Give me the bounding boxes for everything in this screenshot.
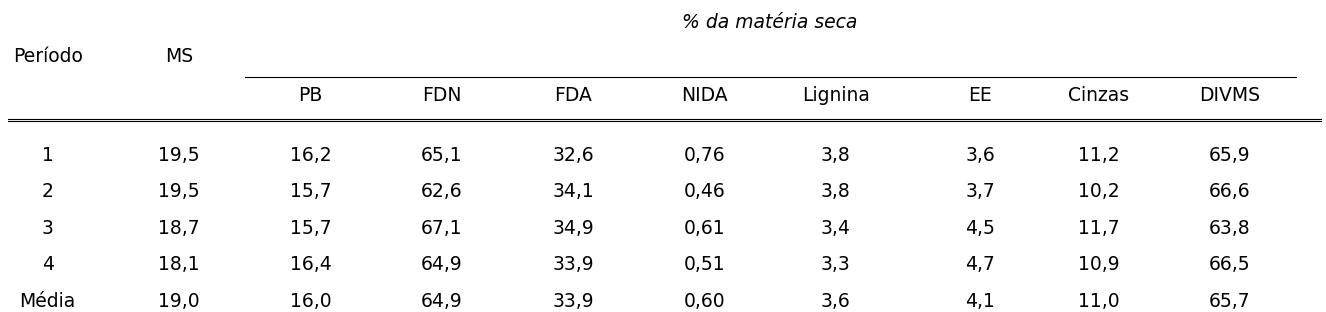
Text: 2: 2 bbox=[41, 182, 53, 201]
Text: 65,7: 65,7 bbox=[1209, 292, 1250, 311]
Text: 4: 4 bbox=[41, 255, 53, 274]
Text: 16,4: 16,4 bbox=[289, 255, 332, 274]
Text: 15,7: 15,7 bbox=[289, 182, 332, 201]
Text: 18,1: 18,1 bbox=[158, 255, 200, 274]
Text: 3,7: 3,7 bbox=[965, 182, 996, 201]
Text: 63,8: 63,8 bbox=[1209, 219, 1250, 238]
Text: Média: Média bbox=[20, 292, 76, 311]
Text: 11,0: 11,0 bbox=[1078, 292, 1119, 311]
Text: Lignina: Lignina bbox=[802, 86, 870, 105]
Text: 16,0: 16,0 bbox=[289, 292, 332, 311]
Text: 3,8: 3,8 bbox=[821, 146, 851, 165]
Text: 11,7: 11,7 bbox=[1078, 219, 1119, 238]
Text: FDN: FDN bbox=[422, 86, 461, 105]
Text: 66,5: 66,5 bbox=[1209, 255, 1250, 274]
Text: NIDA: NIDA bbox=[682, 86, 728, 105]
Text: 4,5: 4,5 bbox=[965, 219, 996, 238]
Text: 3,6: 3,6 bbox=[821, 292, 851, 311]
Text: % da matéria seca: % da matéria seca bbox=[683, 13, 858, 32]
Text: 33,9: 33,9 bbox=[553, 292, 594, 311]
Text: 4,1: 4,1 bbox=[965, 292, 996, 311]
Text: 0,61: 0,61 bbox=[684, 219, 725, 238]
Text: 64,9: 64,9 bbox=[420, 255, 463, 274]
Text: FDA: FDA bbox=[554, 86, 591, 105]
Text: Cinzas: Cinzas bbox=[1067, 86, 1130, 105]
Text: Período: Período bbox=[13, 47, 82, 66]
Text: 3,4: 3,4 bbox=[821, 219, 851, 238]
Text: 66,6: 66,6 bbox=[1209, 182, 1250, 201]
Text: 65,1: 65,1 bbox=[420, 146, 463, 165]
Text: 3,3: 3,3 bbox=[821, 255, 851, 274]
Text: 1: 1 bbox=[41, 146, 53, 165]
Text: 62,6: 62,6 bbox=[420, 182, 463, 201]
Text: DIVMS: DIVMS bbox=[1200, 86, 1261, 105]
Text: 4,7: 4,7 bbox=[965, 255, 996, 274]
Text: 18,7: 18,7 bbox=[158, 219, 200, 238]
Text: 15,7: 15,7 bbox=[289, 219, 332, 238]
Text: 19,5: 19,5 bbox=[158, 146, 200, 165]
Text: 0,51: 0,51 bbox=[684, 255, 725, 274]
Text: 19,5: 19,5 bbox=[158, 182, 200, 201]
Text: 32,6: 32,6 bbox=[553, 146, 594, 165]
Text: 10,9: 10,9 bbox=[1078, 255, 1119, 274]
Text: 16,2: 16,2 bbox=[289, 146, 332, 165]
Text: 3,6: 3,6 bbox=[965, 146, 996, 165]
Text: 10,2: 10,2 bbox=[1078, 182, 1119, 201]
Text: 65,9: 65,9 bbox=[1209, 146, 1250, 165]
Text: EE: EE bbox=[968, 86, 992, 105]
Text: 67,1: 67,1 bbox=[420, 219, 463, 238]
Text: 64,9: 64,9 bbox=[420, 292, 463, 311]
Text: 33,9: 33,9 bbox=[553, 255, 594, 274]
Text: 34,9: 34,9 bbox=[552, 219, 594, 238]
Text: 0,46: 0,46 bbox=[684, 182, 725, 201]
Text: 3,8: 3,8 bbox=[821, 182, 851, 201]
Text: 34,1: 34,1 bbox=[552, 182, 594, 201]
Text: 0,76: 0,76 bbox=[684, 146, 725, 165]
Text: 19,0: 19,0 bbox=[158, 292, 200, 311]
Text: MS: MS bbox=[164, 47, 194, 66]
Text: 3: 3 bbox=[41, 219, 53, 238]
Text: 11,2: 11,2 bbox=[1078, 146, 1119, 165]
Text: 0,60: 0,60 bbox=[684, 292, 725, 311]
Text: PB: PB bbox=[298, 86, 322, 105]
